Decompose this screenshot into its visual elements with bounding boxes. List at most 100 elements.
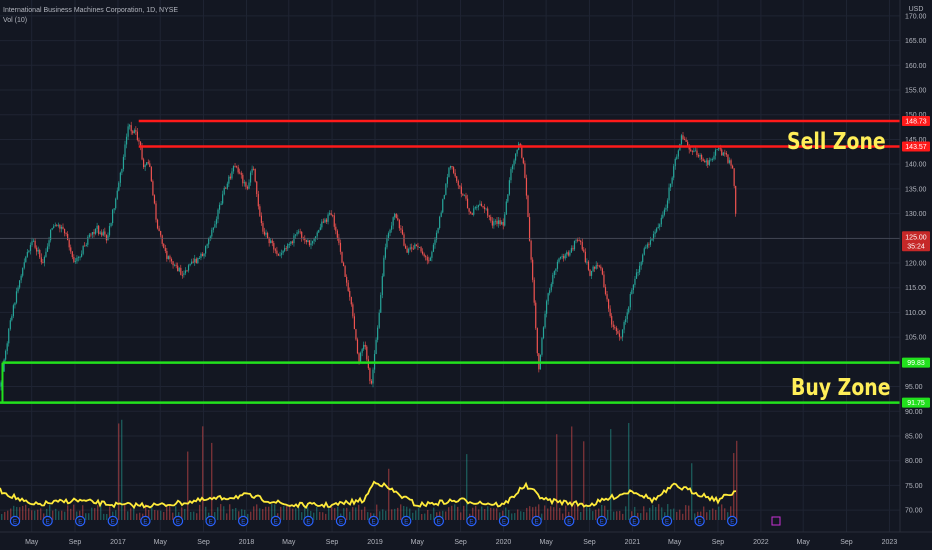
time-tick-label: Sep (197, 539, 210, 546)
volume-bar (319, 511, 321, 520)
candle-body (657, 226, 659, 229)
buy-zone-label: Buy Zone (791, 375, 891, 401)
candle-body (45, 251, 47, 257)
candle-body (256, 181, 258, 195)
candle-body (662, 214, 664, 218)
symbol-title: International Business Machines Corporat… (3, 7, 179, 14)
candle-body (626, 312, 628, 320)
candle-body (535, 302, 537, 329)
time-tick-label: Sep (69, 539, 82, 546)
candle-body (522, 157, 524, 164)
candle-body (394, 213, 396, 218)
volume-bar (202, 426, 204, 520)
candle-body (9, 320, 11, 329)
volume-bar (232, 508, 234, 520)
candle-body (558, 258, 560, 262)
candle-body (82, 245, 84, 254)
candle-body (220, 203, 222, 205)
candle-body (553, 271, 555, 276)
volume-bar (145, 504, 147, 520)
candle-body (284, 248, 286, 251)
candle-body (569, 252, 571, 256)
candle-body (262, 223, 264, 232)
volume-bar (313, 512, 315, 520)
candle-body (668, 187, 670, 201)
volume-bar (133, 506, 135, 520)
candle-body (32, 240, 35, 242)
candle-body (294, 234, 297, 236)
candle-body (544, 313, 546, 328)
candle-body (581, 242, 583, 250)
candle-body (155, 203, 157, 220)
candle-body (384, 247, 386, 258)
split-marker-icon (771, 516, 781, 526)
candle-body (685, 139, 687, 142)
earnings-marker-icon (466, 515, 477, 527)
candle-body (105, 234, 107, 241)
volume-bar (103, 513, 105, 520)
volume-bar (421, 513, 423, 520)
candle-body (555, 268, 557, 272)
candle-body (694, 150, 696, 152)
candle-body (673, 166, 675, 178)
volume-bar (190, 511, 192, 520)
candle-body (245, 182, 247, 187)
volume-bar (637, 512, 639, 520)
candle-body (14, 302, 16, 306)
candle-body (431, 251, 433, 258)
earnings-marker-letter: E (176, 520, 180, 526)
candle-body (158, 228, 160, 231)
candle-body (584, 251, 586, 263)
candle-body (277, 253, 280, 256)
price-tick-label: 120.00 (905, 261, 927, 268)
volume-bar (280, 506, 282, 520)
candle-body (484, 207, 486, 210)
candle-body (629, 294, 631, 308)
candle-body (477, 205, 479, 208)
candle-body (93, 231, 95, 234)
candle-body (572, 248, 574, 250)
time-tick-label: May (282, 539, 296, 546)
volume-bar (664, 512, 666, 520)
candle-body (110, 223, 112, 227)
candle-body (161, 235, 163, 244)
candle-body (344, 266, 346, 277)
volume-bar (685, 505, 687, 520)
candle-body (226, 183, 228, 189)
candle-body (654, 231, 656, 234)
volume-bar (379, 511, 381, 520)
volume-bar (397, 507, 399, 520)
candle-body (135, 130, 137, 132)
volume-bar (484, 509, 486, 520)
candle-body (346, 276, 348, 283)
volume-bar (106, 513, 108, 520)
candle-body (174, 264, 176, 266)
volume-bar (667, 504, 669, 520)
candle-body (541, 338, 543, 355)
volume-bar (724, 508, 726, 520)
candle-body (329, 213, 331, 215)
volume-bar (226, 513, 228, 520)
candle-body (491, 220, 493, 226)
volume-bar (271, 504, 273, 520)
volume-bar (169, 504, 171, 520)
candle-body (313, 238, 315, 242)
volume-bar (658, 504, 660, 520)
volume-bar (589, 507, 591, 520)
volume-bar (64, 511, 66, 520)
candle-body (611, 316, 613, 325)
volume-bar (262, 509, 264, 520)
volume-bar (457, 506, 459, 520)
candle-body (434, 239, 436, 245)
volume-bar (343, 508, 345, 520)
candle-body (87, 236, 89, 245)
candle-body (5, 350, 7, 360)
candle-body (20, 275, 22, 281)
candle-body (342, 262, 345, 267)
earnings-marker-icon (140, 515, 151, 527)
candle-body (184, 270, 187, 274)
candle-body (423, 253, 425, 257)
volume-bar (631, 511, 633, 520)
